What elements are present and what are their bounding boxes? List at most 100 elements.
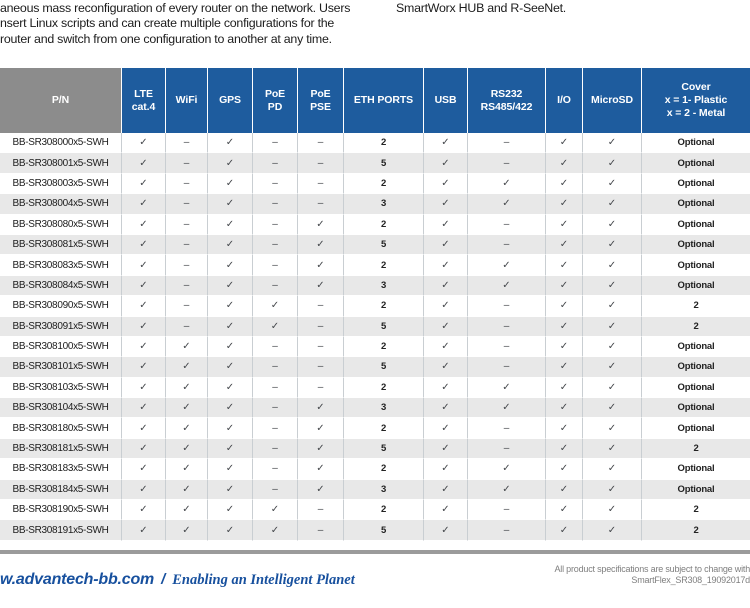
- value-cell: Optional: [642, 378, 750, 399]
- table-row: BB-SR308181x5-SWH ✓ ✓ ✓ – ✓ 5 ✓ – ✓ ✓ 2: [0, 438, 750, 460]
- check-cell: ✓: [583, 296, 642, 317]
- check-cell: ✓: [166, 500, 208, 521]
- check-cell: ✓: [424, 153, 468, 174]
- footer-website-text: w.advantech-bb.com: [0, 571, 155, 588]
- column-header: RS232 RS485/422: [468, 68, 546, 133]
- check-cell: ✓: [546, 357, 583, 378]
- check-cell: ✓: [546, 520, 583, 541]
- value-cell: 2: [642, 317, 750, 337]
- check-cell: ✓: [122, 133, 166, 154]
- dash-cell: –: [298, 173, 344, 195]
- value-cell: 2: [344, 255, 424, 276]
- table-header: P/N LTE cat.4 WiFi GPS PoE PD PoE PSE ETH PORT…: [0, 68, 750, 133]
- value-cell: Optional: [642, 337, 750, 358]
- part-number-cell: BB-SR308103x5-SWH: [0, 377, 122, 399]
- check-cell: ✓: [298, 398, 344, 419]
- value-cell: Optional: [642, 235, 750, 256]
- check-cell: ✓: [253, 296, 298, 317]
- check-cell: ✓: [122, 336, 166, 358]
- check-cell: ✓: [298, 459, 344, 480]
- check-cell: ✓: [424, 357, 468, 378]
- dash-cell: –: [468, 133, 546, 154]
- part-number-cell: BB-SR308101x5-SWH: [0, 357, 122, 378]
- footer-doc-id: SmartFlex_SR308_19092017d: [631, 574, 750, 585]
- table-row: BB-SR308183x5-SWH ✓ ✓ ✓ – ✓ 2 ✓ ✓ ✓ ✓ Optional: [0, 459, 750, 480]
- check-cell: ✓: [546, 500, 583, 521]
- check-cell: ✓: [546, 316, 583, 337]
- dash-cell: –: [468, 153, 546, 174]
- dash-cell: –: [253, 398, 298, 419]
- table-body: BB-SR308000x5-SWH ✓ – ✓ – –2 ✓ – ✓ ✓ Optional BB-SR…: [0, 133, 750, 541]
- check-cell: ✓: [583, 398, 642, 419]
- dash-cell: –: [298, 133, 344, 154]
- check-cell: ✓: [208, 398, 253, 419]
- check-cell: ✓: [424, 194, 468, 215]
- dash-cell: –: [468, 296, 546, 317]
- check-cell: ✓: [208, 459, 253, 480]
- footer-note: All product specifications are subject t…: [554, 564, 750, 585]
- dash-cell: –: [468, 438, 546, 460]
- dash-cell: –: [253, 418, 298, 439]
- check-cell: ✓: [122, 357, 166, 378]
- check-cell: ✓: [166, 520, 208, 541]
- column-header: ETH PORTS: [344, 68, 424, 133]
- dash-cell: –: [468, 520, 546, 541]
- dash-cell: –: [166, 296, 208, 317]
- check-cell: ✓: [583, 418, 642, 439]
- check-cell: ✓: [166, 418, 208, 439]
- dash-cell: –: [298, 377, 344, 399]
- dash-cell: –: [468, 234, 546, 256]
- check-cell: ✓: [166, 438, 208, 460]
- check-cell: ✓: [546, 255, 583, 276]
- check-cell: ✓: [468, 275, 546, 297]
- check-cell: ✓: [583, 214, 642, 235]
- check-cell: ✓: [424, 296, 468, 317]
- check-cell: ✓: [208, 275, 253, 297]
- value-cell: Optional: [642, 480, 750, 501]
- check-cell: ✓: [583, 479, 642, 501]
- value-cell: 3: [344, 194, 424, 215]
- check-cell: ✓: [583, 377, 642, 399]
- part-number-cell: BB-SR308104x5-SWH: [0, 398, 122, 419]
- check-cell: ✓: [583, 153, 642, 174]
- check-cell: ✓: [122, 173, 166, 195]
- part-number-cell: BB-SR308181x5-SWH: [0, 438, 122, 460]
- table-row: BB-SR308100x5-SWH ✓ ✓ ✓ – –2 ✓ – ✓ ✓ Optional: [0, 336, 750, 358]
- dash-cell: –: [253, 459, 298, 480]
- check-cell: ✓: [468, 398, 546, 419]
- table-header-row: P/N LTE cat.4 WiFi GPS PoE PD PoE PSE ETH PORT…: [0, 68, 750, 133]
- value-cell: 2: [344, 173, 424, 195]
- value-cell: 2: [344, 214, 424, 235]
- value-cell: 2: [642, 296, 750, 317]
- check-cell: ✓: [546, 438, 583, 460]
- value-cell: 2: [642, 520, 750, 541]
- column-header: LTE cat.4: [122, 68, 166, 133]
- dash-cell: –: [253, 275, 298, 297]
- check-cell: ✓: [122, 500, 166, 521]
- value-cell: Optional: [642, 194, 750, 215]
- check-cell: ✓: [166, 336, 208, 358]
- dash-cell: –: [166, 153, 208, 174]
- check-cell: ✓: [546, 153, 583, 174]
- dash-cell: –: [253, 255, 298, 276]
- table-row: BB-SR308103x5-SWH ✓ ✓ ✓ – –2 ✓ ✓ ✓ ✓ Optional: [0, 377, 750, 399]
- value-cell: 2: [344, 133, 424, 154]
- column-header: USB: [424, 68, 468, 133]
- check-cell: ✓: [122, 479, 166, 501]
- value-cell: Optional: [642, 153, 750, 174]
- check-cell: ✓: [298, 234, 344, 256]
- table-row: BB-SR308091x5-SWH ✓ – ✓ ✓ –5 ✓ – ✓ ✓ 2: [0, 316, 750, 337]
- value-cell: Optional: [642, 174, 750, 195]
- table-row: BB-SR308000x5-SWH ✓ – ✓ – –2 ✓ – ✓ ✓ Optional: [0, 133, 750, 154]
- part-number-cell: BB-SR308001x5-SWH: [0, 153, 122, 174]
- check-cell: ✓: [166, 377, 208, 399]
- check-cell: ✓: [546, 234, 583, 256]
- check-cell: ✓: [424, 438, 468, 460]
- table-row: BB-SR308191x5-SWH ✓ ✓ ✓ ✓ –5 ✓ – ✓ ✓ 2: [0, 520, 750, 541]
- value-cell: 5: [344, 357, 424, 378]
- check-cell: ✓: [208, 520, 253, 541]
- intro-paragraph-left: aneous mass reconfiguration of every rou…: [0, 1, 350, 47]
- check-cell: ✓: [208, 214, 253, 235]
- part-number-cell: BB-SR308190x5-SWH: [0, 500, 122, 521]
